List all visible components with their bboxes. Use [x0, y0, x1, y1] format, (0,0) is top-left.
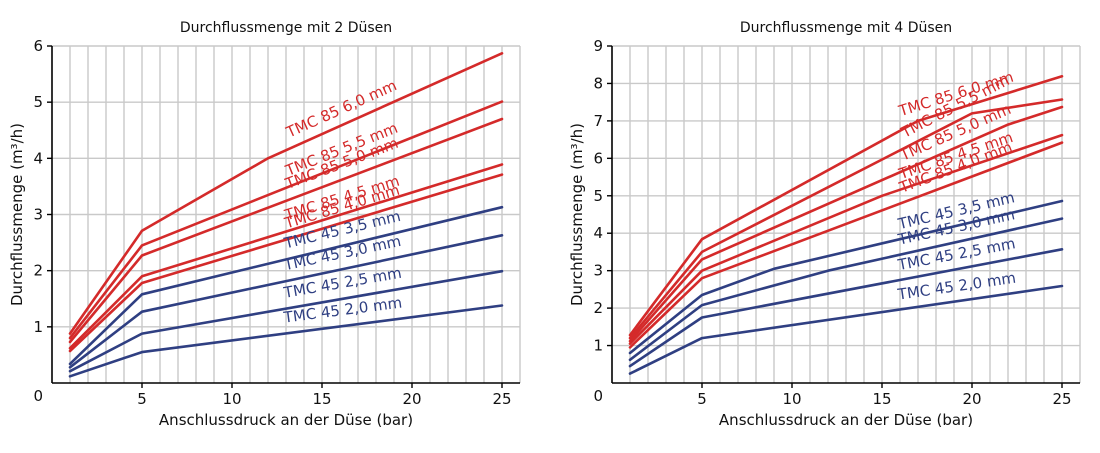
y-tick-label: 4 — [33, 149, 43, 167]
y-tick-label: 1 — [593, 337, 603, 355]
chart-title: Durchflussmenge mit 4 Düsen — [740, 20, 952, 36]
y-tick-label: 6 — [593, 149, 603, 167]
series-label: TMC 45 2,0 mm — [896, 269, 1017, 304]
y-tick-label: 5 — [593, 187, 603, 205]
series-line — [628, 75, 1064, 337]
x-tick-label: 15 — [872, 390, 891, 408]
x-tick-label: 25 — [1052, 390, 1071, 408]
x-axis-label: Anschlussdruck an der Düse (bar) — [159, 411, 413, 429]
x-tick-label: 25 — [492, 390, 511, 408]
series-line — [628, 141, 1064, 349]
y-tick-label: 1 — [33, 318, 43, 336]
chart-1: 1 2 3 4 5 6 5 10 15 20 25 0 Durchflussmenge mit 2 Dü… — [8, 20, 521, 429]
y-tick-label: 3 — [593, 262, 603, 280]
series-line — [628, 133, 1064, 346]
y-tick-label: 3 — [33, 206, 43, 224]
series-line — [68, 163, 504, 350]
series-line — [628, 284, 1064, 375]
x-tick-label: 20 — [962, 390, 981, 408]
series-line — [628, 199, 1064, 355]
y-axis-label: Durchflussmenge (m³/h) — [568, 123, 586, 306]
x-tick-label: 10 — [222, 390, 241, 408]
series-line — [628, 248, 1064, 368]
series-line — [68, 205, 504, 366]
series-line — [628, 98, 1064, 340]
series-line — [628, 105, 1064, 343]
origin-label: 0 — [33, 387, 43, 405]
x-tick-label: 10 — [782, 390, 801, 408]
x-tick-label: 5 — [137, 390, 147, 408]
chart-title: Durchflussmenge mit 2 Düsen — [180, 20, 392, 36]
series-line — [68, 269, 504, 373]
series-line — [68, 100, 504, 340]
series-line — [68, 51, 504, 335]
series-line — [68, 304, 504, 378]
y-tick-label: 9 — [593, 37, 603, 55]
y-tick-label: 4 — [593, 224, 603, 242]
chart-2: 1 2 3 4 5 6 7 8 9 5 10 15 20 25 0 Durchflussmenge mit 4… — [568, 20, 1081, 429]
x-tick-label: 5 — [697, 390, 707, 408]
x-tick-label: 20 — [402, 390, 421, 408]
series-line — [68, 234, 504, 369]
y-tick-label: 5 — [33, 93, 43, 111]
y-tick-label: 7 — [593, 112, 603, 130]
y-tick-label: 2 — [593, 299, 603, 317]
y-axis-label: Durchflussmenge (m³/h) — [8, 123, 26, 306]
y-tick-label: 2 — [33, 262, 43, 280]
x-axis-label: Anschlussdruck an der Düse (bar) — [719, 411, 973, 429]
series-line — [628, 217, 1064, 362]
series-line — [68, 117, 504, 344]
y-tick-label: 8 — [593, 74, 603, 92]
y-tick-label: 6 — [33, 37, 43, 55]
series-line — [68, 173, 504, 353]
x-tick-label: 15 — [312, 390, 331, 408]
origin-label: 0 — [593, 387, 603, 405]
